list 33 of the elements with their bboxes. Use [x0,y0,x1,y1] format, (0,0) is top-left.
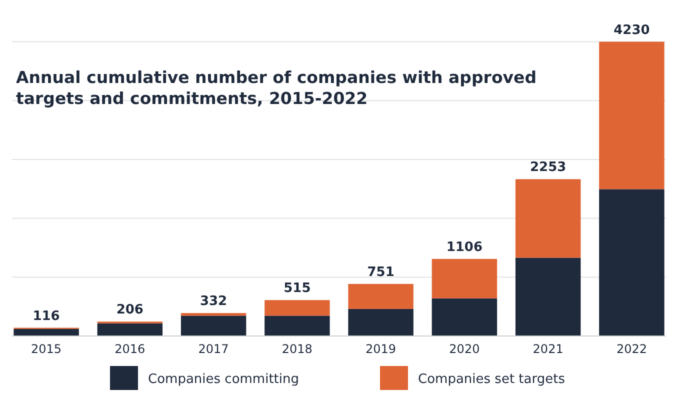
bar [97,323,163,336]
annotation: 2253 [530,160,566,176]
x-tick-label: 2018 [282,342,312,356]
annotation: 4230 [614,22,650,38]
legend-label: Companies set targets [418,372,566,387]
annotation: 332 [200,294,228,310]
x-tick-label: 2017 [198,342,229,356]
x-tick-label: 2019 [366,342,396,356]
annotation: 116 [32,308,60,324]
bar [348,284,414,309]
bar [599,189,664,336]
legend-label: Companies committing [148,372,300,387]
bar [348,308,414,336]
bar [599,42,664,190]
bar [432,298,498,336]
annotation: 206 [116,302,144,318]
x-tick-label: 2022 [616,342,647,356]
bar [515,179,581,258]
annotation: 1106 [446,240,483,255]
bar [264,316,330,336]
annotation: 515 [284,281,311,296]
bar [14,328,79,336]
x-tick-label: 2021 [532,342,564,356]
text: Annual cumulative number of companies with approved targets and commitments, 2015-2022 [16,68,537,108]
annotation: 751 [367,264,394,280]
bar [180,313,246,316]
x-tick-label: 2016 [114,342,146,356]
x-tick-label: 2020 [449,342,480,356]
x-tick-label: 2015 [31,342,62,356]
bar [264,300,330,316]
bar [180,316,246,336]
bar [515,258,581,336]
bar [432,258,498,298]
